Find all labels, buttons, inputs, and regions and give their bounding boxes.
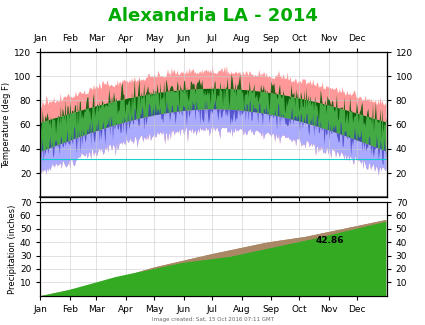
- Text: Image created: Sat, 15 Oct 2016 07:11 GMT: Image created: Sat, 15 Oct 2016 07:11 GM…: [152, 317, 273, 322]
- Y-axis label: Precipitation (inches): Precipitation (inches): [8, 204, 17, 293]
- Text: Alexandria LA - 2014: Alexandria LA - 2014: [108, 7, 317, 25]
- Y-axis label: Temperature (deg F): Temperature (deg F): [2, 82, 11, 168]
- Text: 42.86: 42.86: [316, 236, 344, 245]
